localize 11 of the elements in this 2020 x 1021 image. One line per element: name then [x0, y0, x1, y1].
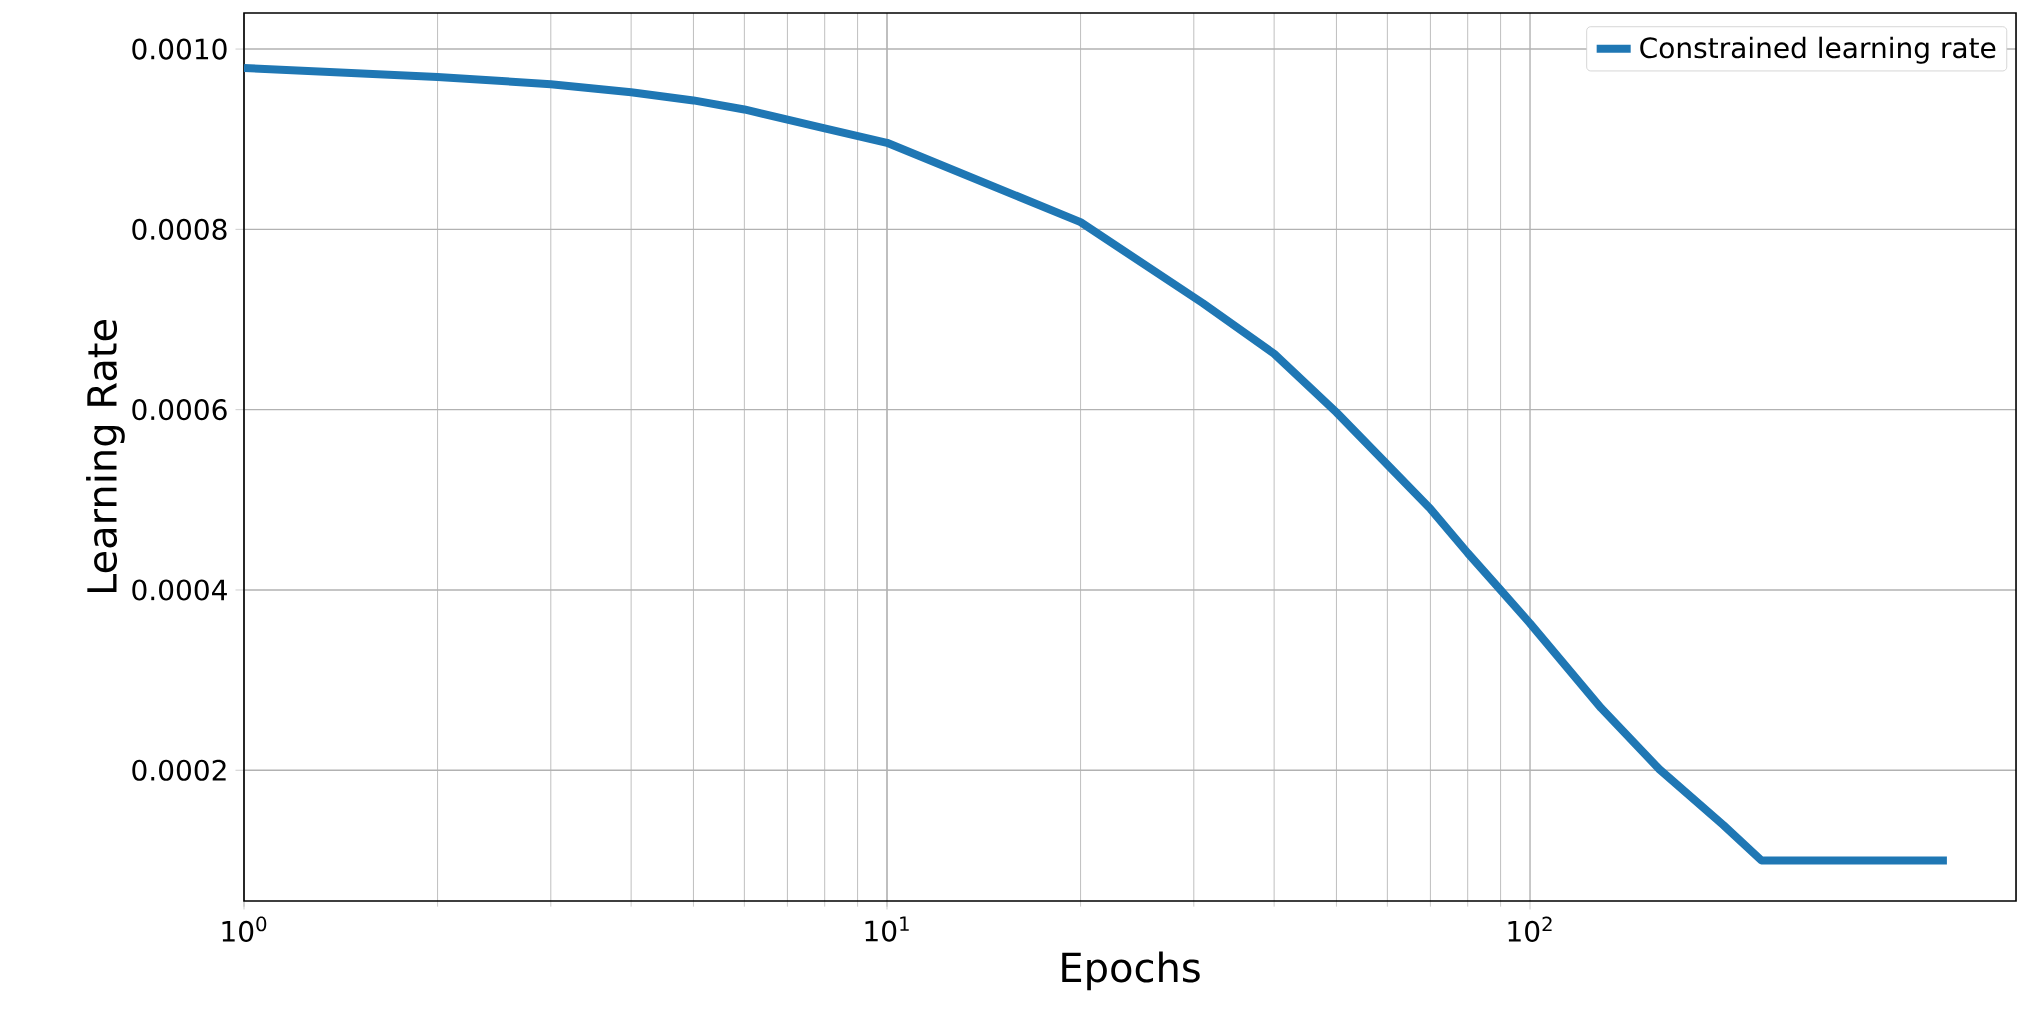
y-tick-label: 0.0008	[132, 218, 227, 240]
y-tick-label: 0.0006	[132, 399, 227, 421]
x-tick-label: 10$^{2}$	[1508, 916, 1552, 942]
x-axis-title: Epochs	[1062, 951, 1200, 991]
x-tick-label: 10$^{1}$	[865, 916, 909, 942]
y-tick-label: 0.0002	[132, 759, 226, 781]
y-tick-label: 0.0010	[132, 38, 227, 60]
y-axis-title: Learning Rate	[86, 320, 125, 593]
y-tick-label: 0.0004	[132, 579, 227, 601]
legend-label: Constrained learning rate	[1640, 36, 1996, 64]
x-tick-label: 10$^{0}$	[222, 916, 267, 942]
